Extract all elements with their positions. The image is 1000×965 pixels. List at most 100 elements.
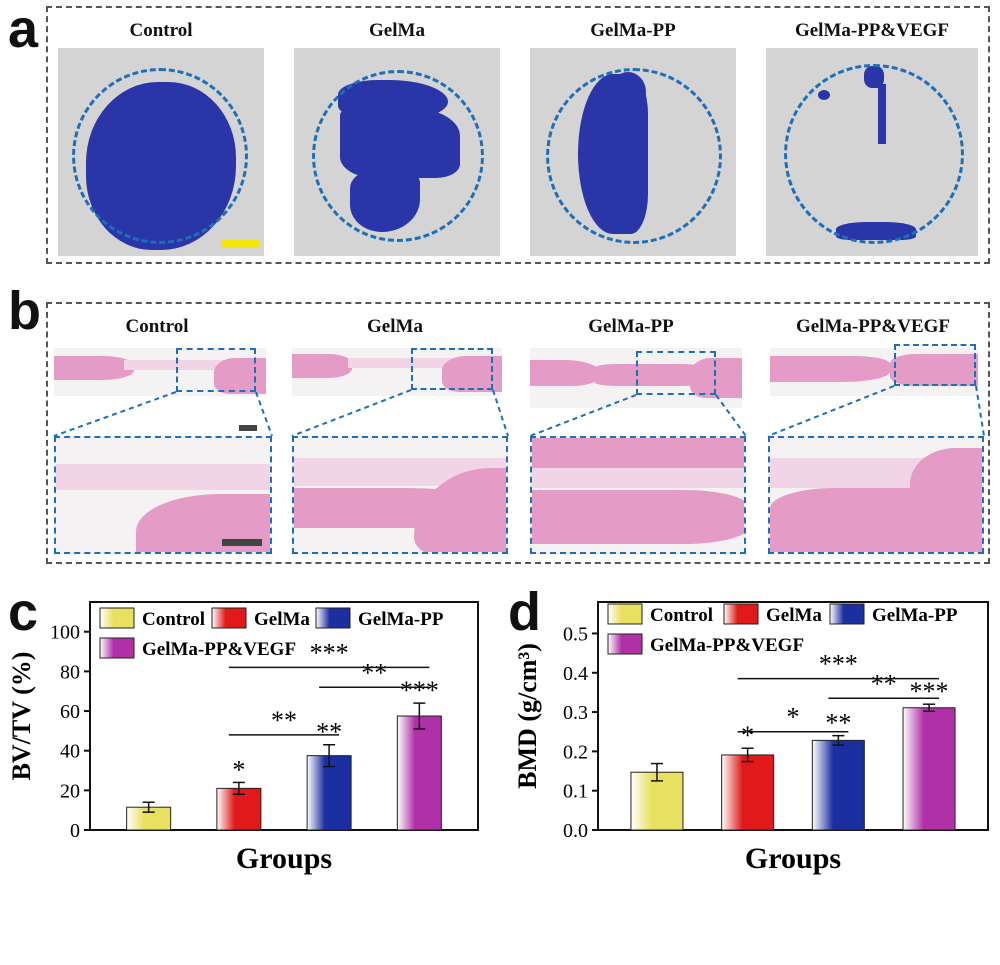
panel-c-letter: c [8,582,39,642]
zoom-box-gelma-pp-vegf [894,344,976,386]
bar-gelma-pp [811,739,865,831]
tissue [214,358,266,394]
comparison-mark: *** [819,650,858,679]
defect-circle [784,64,964,244]
bar-gelma-pp-vegf [396,715,442,831]
tissue [890,354,978,386]
y-tick-label: 0.4 [563,663,588,685]
legend-swatch [99,607,135,629]
legend-swatch [99,637,135,659]
zoom-box-control [176,348,256,392]
panel-b-label-gelma-pp-vegf: GelMa-PP&VEGF [795,316,951,337]
significance-mark: ** [316,718,342,747]
x-axis-label: Groups [236,842,332,875]
tissue [348,358,458,368]
y-tick-label: 0.1 [563,781,588,803]
panel-a-label-control: Control [129,20,193,41]
panel-b-letter: b [8,281,41,341]
significance-mark: * [741,721,754,750]
y-tick-label: 0.5 [563,623,588,645]
legend-swatch [607,603,643,625]
y-tick-label: 40 [60,741,80,763]
ct-image-gelma-pp-vegf [766,48,978,256]
defect-circle [546,68,722,244]
ct-image-gelma-pp [530,48,736,256]
legend-swatch [315,607,351,629]
tissue [690,358,742,398]
legend-swatch [723,603,759,625]
y-tick-label: 0.3 [563,702,588,724]
defect-circle [72,68,248,244]
bar-gelma-pp [306,755,352,831]
comparison-mark: ** [361,658,387,687]
bar-control [630,771,684,831]
comparison-mark: ** [271,706,297,735]
legend-label: GelMa-PP [872,605,958,626]
he-zoom-gelma-pp-vegf [768,436,984,554]
comparison-mark: *** [310,638,349,667]
panel-a-label-gelma: GelMa [369,20,425,41]
legend-label: Control [650,605,713,626]
zoom-box-gelma-pp [636,351,716,395]
he-overview-gelma-pp-vegf [770,348,978,396]
x-axis-label: Groups [745,842,841,875]
panel-a-letter: a [8,0,39,59]
legend-label: GelMa [254,609,310,630]
zoom-box-gelma [411,348,493,390]
comparison-mark: ** [871,669,897,698]
legend-swatch [607,633,643,655]
panel-b-label-gelma: GelMa [367,316,423,337]
tissue [532,490,744,544]
legend-swatch [211,607,247,629]
significance-mark: *** [910,677,949,706]
y-tick-label: 100 [50,622,80,644]
defect-circle [312,70,484,242]
panel-b-label-control: Control [125,316,189,337]
y-axis-label: BV/TV (%) [7,652,36,781]
y-tick-label: 80 [60,661,80,683]
panel-a-label-gelma-pp-vegf: GelMa-PP&VEGF [794,20,950,41]
scale-bar [239,425,257,431]
plot-frame [597,601,989,831]
scale-bar [222,539,262,546]
legend-label: Control [142,609,205,630]
comparison-mark: * [787,703,800,732]
bar-gelma [721,754,775,831]
panel-d-letter: d [508,582,541,642]
he-zoom-control [54,436,272,554]
plot-frame [89,601,479,831]
significance-mark: ** [825,709,851,738]
ct-image-control [58,48,264,256]
legend-label: GelMa-PP [358,609,444,630]
he-overview-control [54,348,266,396]
y-tick-label: 20 [60,780,80,802]
he-zoom-gelma [292,436,508,554]
y-tick-label: 0.2 [563,741,588,763]
tissue [530,360,600,386]
tissue [594,364,704,386]
bar-gelma-pp-vegf [902,707,956,831]
scale-bar [221,240,259,247]
y-tick-label: 0.0 [563,820,588,842]
legend-label: GelMa-PP&VEGF [650,635,804,656]
tissue [532,438,744,468]
panel-a-frame [46,6,990,264]
tissue [56,464,270,490]
y-tick-label: 60 [60,701,80,723]
panel-b-frame [46,302,990,564]
he-zoom-gelma-pp [530,436,746,554]
tissue [532,468,744,488]
y-tick-label: 0 [70,820,80,842]
y-axis-label: BMD (g/cm³) [513,643,542,789]
significance-mark: *** [400,676,439,705]
significance-mark: * [232,755,245,784]
panel-b-label-gelma-pp: GelMa-PP [588,316,674,337]
tissue [770,356,890,382]
legend-label: GelMa-PP&VEGF [142,639,296,660]
panel-a-label-gelma-pp: GelMa-PP [590,20,676,41]
legend-swatch [829,603,865,625]
tissue [54,356,134,380]
legend-label: GelMa [766,605,822,626]
